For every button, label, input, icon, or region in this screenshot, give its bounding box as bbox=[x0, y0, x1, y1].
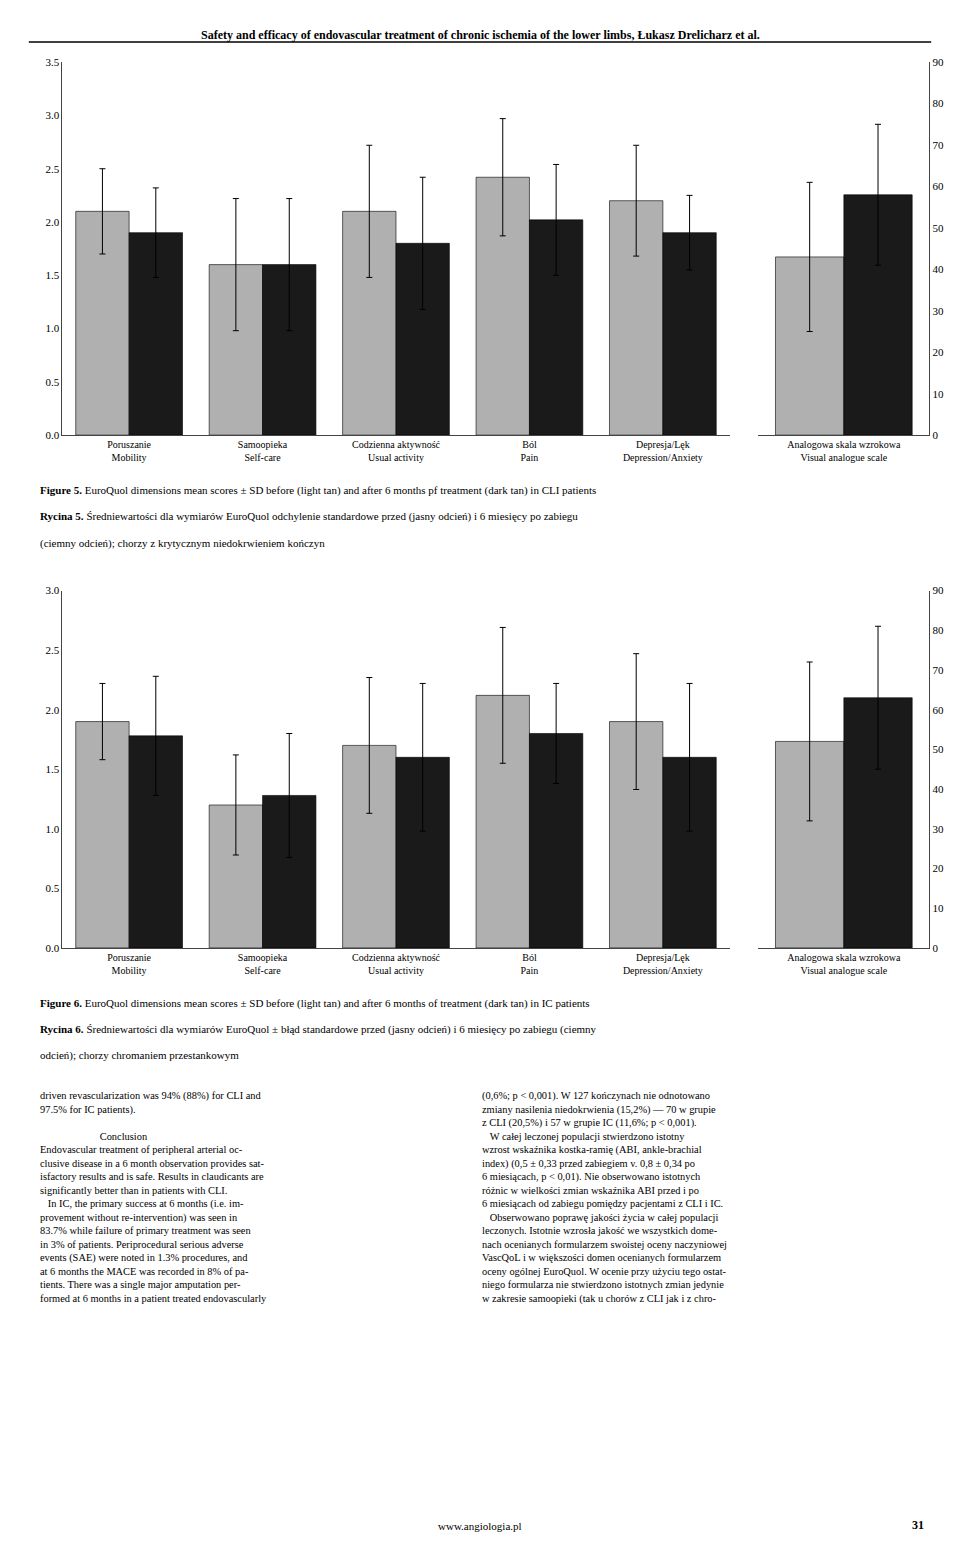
svg-text:Rycina 5. Średniewartości dla: Rycina 5. Średniewartości dla wymiarów E… bbox=[40, 510, 578, 523]
svg-text:BólPain: BólPain bbox=[521, 439, 539, 463]
svg-text:Depresja/LękDepression/Anxiety: Depresja/LękDepression/Anxiety bbox=[623, 952, 703, 976]
svg-text:(ciemny odcień); chorzy z kryt: (ciemny odcień); chorzy z krytycznym nie… bbox=[40, 537, 325, 550]
svg-text:90: 90 bbox=[932, 584, 944, 596]
svg-text:driven revascularization was 9: driven revascularization was 94% (88%) f… bbox=[40, 1090, 267, 1304]
svg-text:0: 0 bbox=[932, 429, 938, 441]
svg-text:20: 20 bbox=[932, 862, 944, 874]
svg-text:60: 60 bbox=[932, 180, 944, 192]
svg-text:Analogowa skala wzrokowaVisual: Analogowa skala wzrokowaVisual analogue … bbox=[787, 952, 901, 976]
svg-text:Figure 5. EuroQuol dimensions: Figure 5. EuroQuol dimensions mean score… bbox=[40, 484, 596, 497]
svg-text:Codzienna aktywnośćUsual activ: Codzienna aktywnośćUsual activity bbox=[352, 439, 441, 463]
svg-text:1.5: 1.5 bbox=[45, 269, 59, 281]
svg-text:www.angiologia.pl: www.angiologia.pl bbox=[438, 1520, 522, 1532]
svg-text:2.5: 2.5 bbox=[45, 163, 59, 175]
svg-text:60: 60 bbox=[932, 704, 944, 716]
svg-text:50: 50 bbox=[932, 222, 944, 234]
svg-text:2.0: 2.0 bbox=[45, 704, 59, 716]
svg-text:(0,6%; p < 0,001). W 127 kończ: (0,6%; p < 0,001). W 127 kończynach nie … bbox=[482, 1090, 727, 1305]
svg-text:BólPain: BólPain bbox=[521, 952, 539, 976]
svg-text:40: 40 bbox=[932, 263, 944, 275]
svg-text:1.0: 1.0 bbox=[45, 823, 59, 835]
svg-text:50: 50 bbox=[932, 743, 944, 755]
svg-text:20: 20 bbox=[932, 346, 944, 358]
svg-text:10: 10 bbox=[932, 388, 944, 400]
svg-text:Analogowa skala wzrokowaVisual: Analogowa skala wzrokowaVisual analogue … bbox=[787, 439, 901, 463]
svg-text:10: 10 bbox=[932, 902, 944, 914]
svg-text:PoruszanieMobility: PoruszanieMobility bbox=[107, 439, 151, 463]
svg-text:Codzienna aktywnośćUsual activ: Codzienna aktywnośćUsual activity bbox=[352, 952, 441, 976]
svg-text:Safety and efficacy of endovas: Safety and efficacy of endovascular trea… bbox=[201, 28, 760, 42]
svg-text:30: 30 bbox=[932, 823, 944, 835]
svg-text:70: 70 bbox=[932, 139, 944, 151]
svg-text:0.0: 0.0 bbox=[45, 942, 59, 954]
svg-text:40: 40 bbox=[932, 783, 944, 795]
svg-text:70: 70 bbox=[932, 664, 944, 676]
svg-text:0.5: 0.5 bbox=[45, 376, 59, 388]
svg-text:SamoopiekaSelf-care: SamoopiekaSelf-care bbox=[238, 439, 288, 463]
svg-text:odcień); chorzy chromaniem prz: odcień); chorzy chromaniem przestankowym bbox=[40, 1049, 239, 1062]
svg-text:80: 80 bbox=[932, 624, 944, 636]
svg-text:1.5: 1.5 bbox=[45, 763, 59, 775]
svg-text:0: 0 bbox=[932, 942, 938, 954]
svg-text:3.5: 3.5 bbox=[45, 56, 59, 68]
svg-text:2.0: 2.0 bbox=[45, 216, 59, 228]
svg-text:80: 80 bbox=[932, 97, 944, 109]
svg-text:31: 31 bbox=[912, 1518, 924, 1532]
svg-text:2.5: 2.5 bbox=[45, 644, 59, 656]
svg-text:Rycina 6. Średniewartości dla: Rycina 6. Średniewartości dla wymiarów E… bbox=[40, 1023, 597, 1036]
svg-text:0.0: 0.0 bbox=[45, 429, 59, 441]
svg-text:90: 90 bbox=[932, 56, 944, 68]
svg-text:1.0: 1.0 bbox=[45, 322, 59, 334]
svg-text:Depresja/LękDepression/Anxiety: Depresja/LękDepression/Anxiety bbox=[623, 439, 703, 463]
svg-text:0.5: 0.5 bbox=[45, 882, 59, 894]
svg-text:3.0: 3.0 bbox=[45, 109, 59, 121]
svg-text:30: 30 bbox=[932, 305, 944, 317]
svg-text:SamoopiekaSelf-care: SamoopiekaSelf-care bbox=[238, 952, 288, 976]
svg-text:PoruszanieMobility: PoruszanieMobility bbox=[107, 952, 151, 976]
svg-text:3.0: 3.0 bbox=[45, 584, 59, 596]
svg-text:Figure 6. EuroQuol dimensions: Figure 6. EuroQuol dimensions mean score… bbox=[40, 997, 590, 1010]
